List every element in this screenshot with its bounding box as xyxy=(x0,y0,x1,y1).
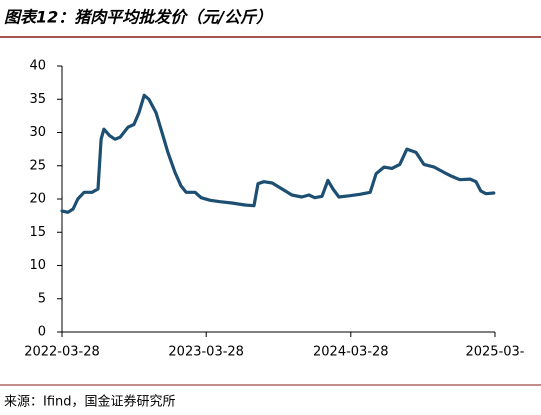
x-tick-label: 2023-03-28 xyxy=(168,345,244,360)
y-tick-label: 35 xyxy=(29,92,46,107)
x-tick-label: 2022-03-28 xyxy=(24,345,100,360)
x-tick-label: 2025-03- xyxy=(465,345,524,360)
y-tick-label: 15 xyxy=(29,225,46,240)
series-line xyxy=(60,93,496,214)
x-tick-label: 2024-03-28 xyxy=(313,345,389,360)
chart-title: 图表12：猪肉平均批发价（元/公斤） xyxy=(4,8,272,27)
source: 来源：Ifind，国金证券研究所 xyxy=(4,394,176,410)
y-tick-label: 20 xyxy=(29,192,46,207)
y-tick-label: 5 xyxy=(38,291,46,306)
y-tick-label: 10 xyxy=(29,258,46,273)
y-tick-label: 40 xyxy=(29,59,46,74)
y-tick-label: 30 xyxy=(29,125,46,140)
y-tick-label: 0 xyxy=(38,325,46,340)
y-tick-label: 25 xyxy=(29,158,46,173)
